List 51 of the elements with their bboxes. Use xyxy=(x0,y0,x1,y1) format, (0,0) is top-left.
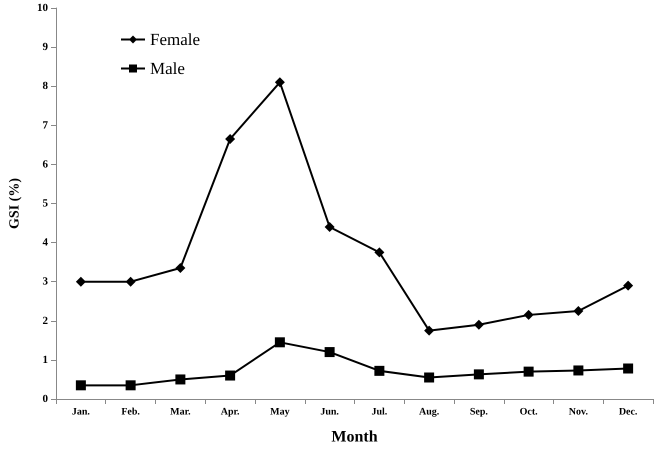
y-tick-label: 4 xyxy=(42,236,48,249)
point xyxy=(175,263,186,274)
point xyxy=(374,366,384,376)
y-tick-label: 6 xyxy=(42,158,48,170)
point xyxy=(274,77,285,88)
point xyxy=(225,134,236,144)
y-tick-label: 3 xyxy=(42,276,48,288)
point xyxy=(374,247,384,258)
point xyxy=(126,380,136,390)
point xyxy=(76,380,86,390)
point xyxy=(225,370,236,381)
point xyxy=(324,222,335,232)
y-tick-label: 10 xyxy=(37,2,48,14)
point xyxy=(573,306,584,316)
x-tick-label: Sep. xyxy=(470,406,488,418)
y-tick-label: 0 xyxy=(42,393,48,405)
x-tick-label: Aug. xyxy=(418,406,440,418)
x-axis-title: Month xyxy=(331,428,378,446)
y-axis-title: GSI (%) xyxy=(8,178,22,229)
point xyxy=(175,374,186,384)
y-tick-label: 8 xyxy=(42,80,48,92)
y-tick-label: 9 xyxy=(42,41,48,54)
legend-label: Male xyxy=(150,59,185,78)
y-tick-label: 5 xyxy=(42,198,48,210)
x-tick-label: Mar. xyxy=(170,406,192,418)
point xyxy=(524,310,534,320)
point xyxy=(623,364,634,374)
point xyxy=(324,347,335,358)
point xyxy=(474,369,484,380)
point xyxy=(573,365,584,376)
point xyxy=(524,366,534,377)
point xyxy=(274,337,285,348)
point xyxy=(623,280,634,291)
point xyxy=(424,372,434,382)
x-tick-label: Nov. xyxy=(568,406,588,418)
point xyxy=(76,276,86,287)
x-tick-label: Jan. xyxy=(72,406,90,418)
y-tick-label: 7 xyxy=(42,119,48,132)
x-tick-label: Jun. xyxy=(320,406,340,418)
x-tick-label: Jul. xyxy=(371,406,388,418)
x-tick-label: Apr. xyxy=(220,406,240,418)
legend-label: Female xyxy=(150,30,200,49)
x-tick-label: Dec. xyxy=(618,406,638,418)
point xyxy=(424,326,434,336)
point xyxy=(126,276,136,287)
y-tick-label: 2 xyxy=(42,314,48,327)
y-tick-label: 1 xyxy=(42,354,48,366)
x-tick-label: Feb. xyxy=(121,406,140,418)
x-tick-label: Oct. xyxy=(520,406,538,418)
x-tick-label: May xyxy=(270,406,290,418)
point xyxy=(474,320,484,330)
